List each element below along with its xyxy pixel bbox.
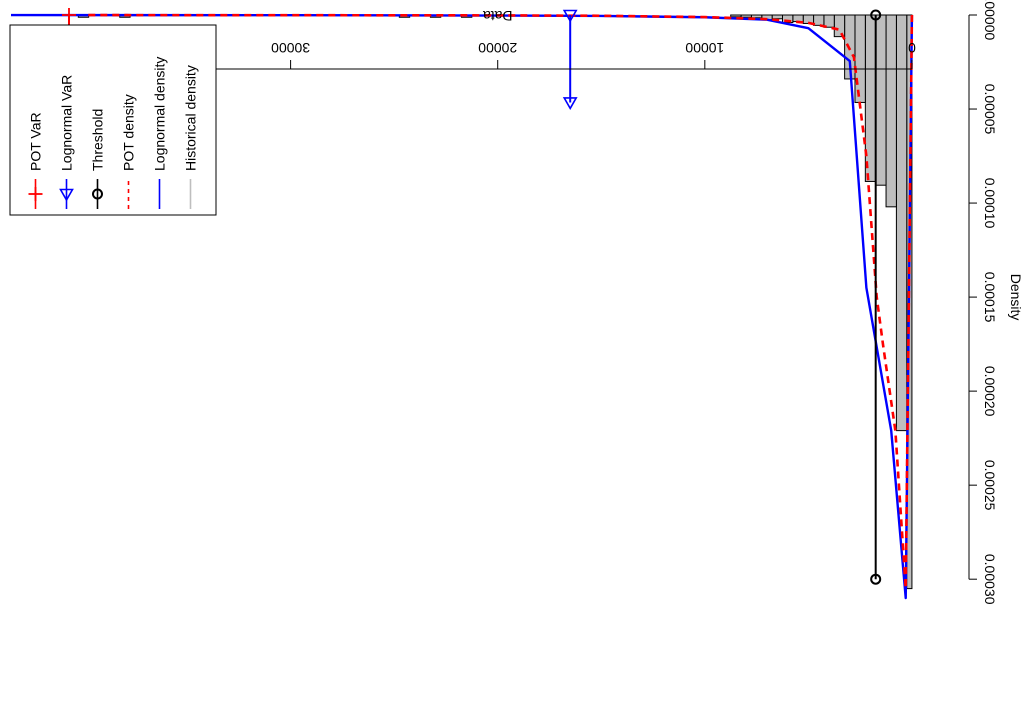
- legend-threshold-label: Threshold: [90, 109, 106, 171]
- legend-lognormal-density-label: Lognormal density: [152, 57, 168, 171]
- histogram-bar-17: [730, 14, 742, 18]
- y-axis-title: Density: [1008, 274, 1021, 321]
- y-tick-label-5: 0.00025: [982, 460, 998, 511]
- legend-box: [9, 24, 217, 216]
- legend-historical-density-label: Historical density: [183, 65, 199, 171]
- x-axis-title: Data: [483, 8, 513, 24]
- legend-pot-density-label: POT density: [121, 94, 137, 171]
- x-tick-label-1: 10000: [685, 40, 724, 56]
- histogram-bar-9: [813, 14, 825, 26]
- histogram-bar-16: [740, 14, 752, 18]
- threshold-marker-low: [870, 9, 882, 21]
- legend-pot-var-label: POT VaR: [28, 112, 44, 171]
- density-curves: [10, 13, 914, 600]
- x-tick-label-0: 0: [908, 40, 916, 56]
- y-tick-label-4: 0.00020: [982, 366, 998, 417]
- y-tick-label-6: 0.00030: [982, 554, 998, 605]
- histogram-bar-4: [864, 14, 877, 182]
- lognormal-var-marker-low: [562, 9, 578, 23]
- threshold-marker-high: [870, 573, 882, 585]
- y-tick-label-1: 0.00005: [982, 84, 998, 135]
- x-tick-label-3: 30000: [271, 40, 310, 56]
- x-tick-label-2: 20000: [478, 40, 517, 56]
- legend-lognormal-var-symbol: [59, 188, 74, 202]
- legend-threshold-symbol: [92, 188, 103, 200]
- histogram-bar-2: [885, 14, 897, 208]
- rotated-plot: 010000200003000040000Data0.000000.000050…: [9, 0, 1021, 605]
- histogram-bar-1: [895, 14, 908, 432]
- pot-var-marker-low: [61, 8, 76, 22]
- y-tick-label-0: 0.00000: [982, 0, 998, 41]
- legend: Historical density Lognormal density POT d…: [9, 24, 217, 216]
- histogram-bar-3: [875, 14, 887, 186]
- histogram-bar-7: [833, 14, 846, 38]
- y-tick-label-3: 0.00015: [982, 272, 998, 323]
- legend-lognormal-var-label: Lognormal VaR: [59, 75, 75, 171]
- legend-pot-var-symbol: [28, 187, 43, 201]
- histogram-bar-11: [792, 14, 804, 23]
- y-tick-label-2: 0.00010: [982, 178, 998, 229]
- histogram-bar-13: [771, 14, 783, 20]
- series-line-pot-density: [83, 13, 914, 590]
- histogram-bar-5: [854, 14, 866, 103]
- lognormal-var-marker-high: [562, 97, 578, 111]
